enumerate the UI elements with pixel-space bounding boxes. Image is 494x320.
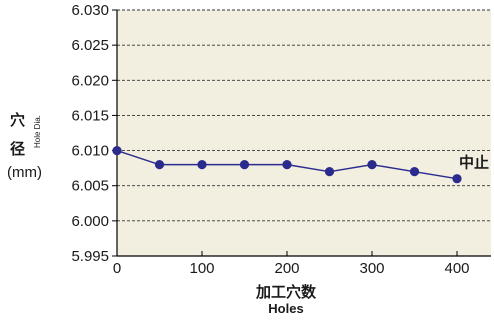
data-point [409,167,420,177]
x-tick-labels: 0 100 200 300 400 [113,251,470,277]
x-tick-label: 0 [113,260,121,277]
plot-area [117,10,491,256]
x-tick-label: 200 [274,260,299,277]
y-tick-label: 6.025 [71,37,109,54]
x-axis-label-cjk: 加工穴数 [255,283,317,301]
x-tick-label: 400 [444,260,469,277]
axes [116,10,491,257]
y-axis-label-char-1: 穴 [10,111,25,129]
y-tick-label: 6.015 [71,107,109,124]
y-tick-label: 5.995 [71,248,109,265]
y-tick-label: 6.030 [71,2,109,19]
y-tick-label: 6.010 [71,143,109,160]
x-tick-label: 300 [359,260,384,277]
y-axis-label-char-2: 径 [10,140,25,158]
x-tick-label: 100 [189,260,214,277]
y-tick-label: 6.020 [71,72,109,89]
data-point [324,167,335,177]
y-axis-unit: (mm) [7,164,42,181]
data-point [282,160,292,170]
y-tick-label: 6.005 [71,178,109,195]
stop-annotation: 中止 [459,154,489,172]
y-tick-labels: 5.995 6.000 6.005 6.010 6.015 6.020 6.025 6.030 [71,2,117,265]
grid-lines [117,9,491,222]
data-point [367,160,377,170]
y-axis-label-en: Hole Dia. [33,115,42,148]
data-point [154,160,165,170]
x-axis-label-en: Holes [268,301,303,316]
data-point [452,174,462,184]
y-tick-label: 6.000 [71,213,109,230]
series-hole-diameter [112,145,462,184]
data-point [239,160,250,170]
data-point [197,160,207,170]
data-point [112,145,122,156]
